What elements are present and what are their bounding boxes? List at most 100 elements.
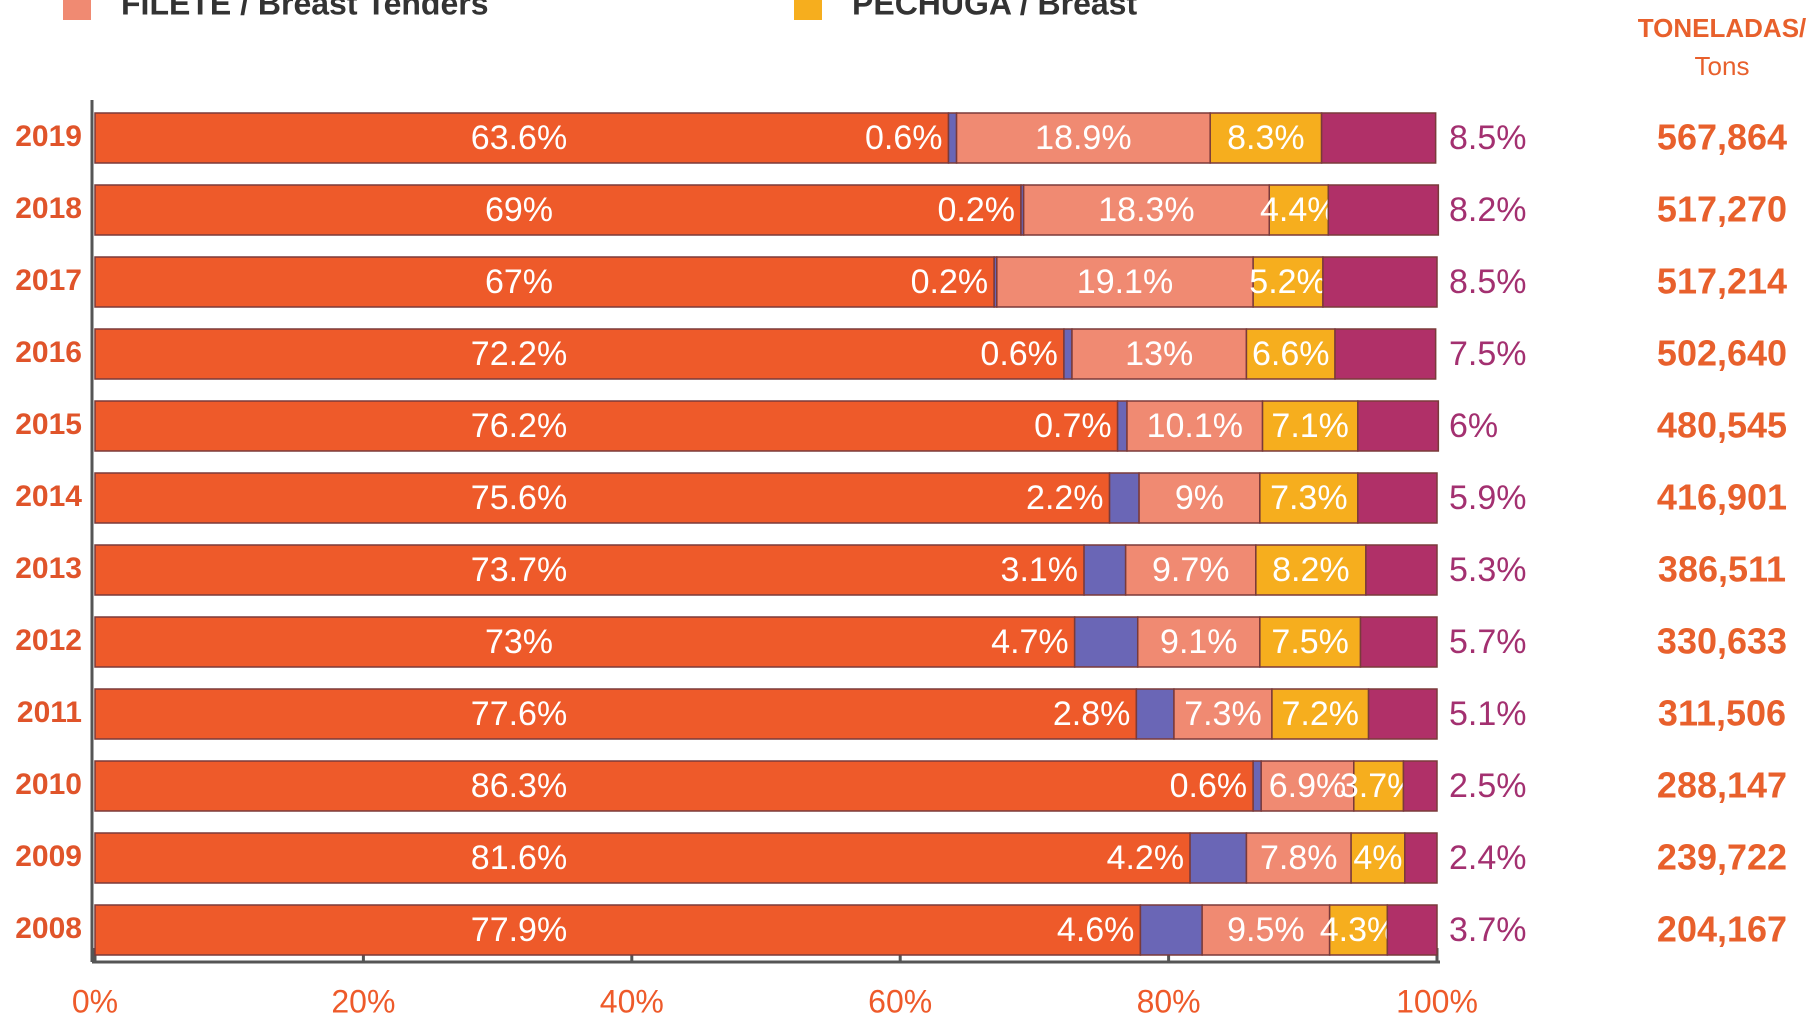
bar-segment [955,112,1211,164]
bar-segment [1083,544,1127,596]
x-tick-label: 0% [72,983,118,1019]
value-label: 7.1% [1271,407,1349,445]
bar-segment [1252,256,1324,308]
bar-segment [1108,472,1140,524]
value-label: 0.2% [937,191,1015,229]
bar-segment [1404,832,1438,884]
value-label: 5.1% [1449,695,1527,733]
totals-title: TONELADAS/ [1638,13,1807,43]
value-label: 76.2% [471,407,567,445]
bar-segment [1255,544,1367,596]
total-label: 502,640 [1657,333,1787,374]
total-label: 416,901 [1657,477,1787,518]
bar-segment [947,112,958,164]
value-label: 0.7% [1034,407,1112,445]
bar-segment [1367,688,1438,740]
bar-segment [1173,688,1273,740]
value-label: 86.3% [471,767,567,805]
bar-segment [1353,760,1405,812]
bar-segment [1357,472,1438,524]
bar-segment [94,328,1065,380]
value-label: 72.2% [471,335,567,373]
bar-segment [1365,544,1438,596]
value-label: 7.8% [1260,839,1338,877]
bar-segment [1138,472,1261,524]
value-label: 4.6% [1057,911,1135,949]
bar-segment [1073,616,1139,668]
bar-segment [1135,688,1175,740]
y-tick-label: 2018 [15,192,82,225]
x-tick-label: 60% [868,983,932,1019]
bar-segment [1386,904,1438,956]
value-label: 6.9% [1269,767,1347,805]
bar-segment [1022,184,1270,236]
value-label: 13% [1125,335,1193,373]
value-label: 7.3% [1184,695,1262,733]
value-label: 77.9% [471,911,567,949]
value-label: 18.9% [1035,119,1131,157]
value-label: 2.2% [1026,479,1104,517]
value-label: 18.3% [1098,191,1194,229]
y-tick-label: 2012 [15,624,82,657]
y-tick-label: 2017 [15,264,82,297]
value-label: 5.7% [1449,623,1527,661]
value-label: 19.1% [1077,263,1173,301]
bar-segment [1261,400,1359,452]
value-label: 4.2% [1107,839,1185,877]
bar-segment [1116,400,1128,452]
bar-segment [1271,688,1370,740]
value-label: 4% [1353,839,1402,877]
x-tick-label: 80% [1137,983,1201,1019]
value-label: 6.6% [1252,335,1330,373]
value-label: 7.3% [1270,479,1348,517]
bar-segment [1350,832,1406,884]
value-label: 4.3% [1320,911,1398,949]
y-tick-label: 2014 [15,480,82,513]
total-label: 311,506 [1658,693,1786,734]
bar-segment [1359,616,1438,668]
value-label: 2.5% [1449,767,1527,805]
total-label: 239,722 [1657,837,1787,878]
bar-segment [1322,256,1438,308]
bar-segment [94,760,1254,812]
value-label: 0.6% [980,335,1058,373]
bar-segment [94,112,950,164]
value-label: 67% [485,263,553,301]
y-tick-label: 2013 [15,552,82,585]
totals-subtitle: Tons [1695,51,1750,81]
total-label: 386,511 [1658,549,1786,590]
total-label: 567,864 [1657,117,1787,158]
legend-swatch [794,0,822,20]
x-tick-label: 20% [331,983,395,1019]
x-tick-label: 100% [1396,983,1478,1019]
bar-segment [94,400,1119,452]
bar-segment [1327,184,1440,236]
bar-segment [1252,760,1262,812]
value-label: 6% [1449,407,1498,445]
bar-segment [1139,904,1203,956]
bar-segment [1357,400,1440,452]
value-label: 8.2% [1272,551,1350,589]
value-label: 4.7% [991,623,1069,661]
value-label: 2.4% [1449,839,1527,877]
bar-segment [1245,328,1336,380]
bar-segment [94,616,1076,668]
value-label: 9.1% [1160,623,1238,661]
bar-segment [1328,904,1389,956]
legend-label: FILETE / Breast Tenders [121,0,489,21]
value-label: 63.6% [471,119,567,157]
value-label: 75.6% [471,479,567,517]
bar-segment [94,688,1138,740]
value-label: 8.5% [1449,119,1527,157]
bar-segment [1260,760,1355,812]
value-label: 8.3% [1227,119,1305,157]
value-label: 9.5% [1227,911,1305,949]
total-label: 480,545 [1657,405,1787,446]
bar-segment [94,904,1142,956]
legend-label: PECHUGA / Breast [852,0,1137,21]
total-label: 204,167 [1657,909,1787,950]
value-label: 73% [485,623,553,661]
value-label: 73.7% [471,551,567,589]
bar-segment [1189,832,1248,884]
value-label: 5.2% [1249,263,1327,301]
